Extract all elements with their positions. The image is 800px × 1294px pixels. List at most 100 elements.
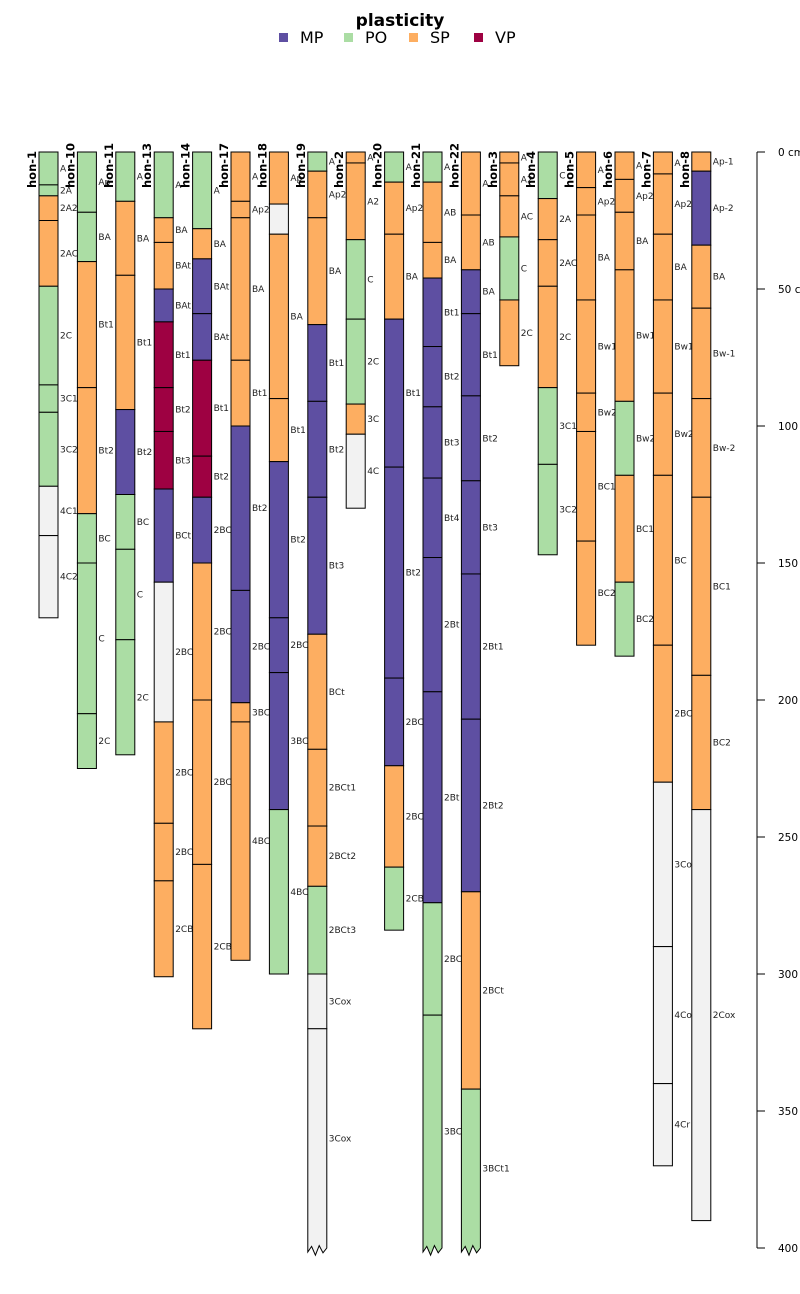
horizon-block [230,151,251,202]
horizon-block [614,269,635,402]
horizon-block [192,562,213,701]
profile-label: hon-14 [179,143,193,188]
horizon-block [307,400,328,498]
horizon-block [38,535,59,619]
horizon-block [652,474,673,646]
horizon-label: Bw1 [674,343,693,353]
horizon-block [499,299,520,367]
horizon-block [652,1083,673,1167]
horizon-block [38,285,59,386]
horizon-block [499,151,520,164]
horizon-label: Bt2 [444,373,459,383]
horizon-label: A2 [521,175,533,185]
horizon-label: Bt2 [252,504,267,514]
horizon-label: 2A [559,215,572,225]
horizon-block [460,573,481,720]
horizon-label: 2A [60,186,73,196]
horizon-label: Bt1 [214,404,229,414]
horizon-label: BA [214,240,227,250]
horizon-label: BAt [214,282,230,292]
horizon-label: BA [674,263,687,273]
horizon-block [384,677,405,767]
horizon-block [307,1028,328,1257]
horizon-block [268,233,289,400]
horizon-label: 2Bt [444,621,460,631]
horizon-label: Ap2 [406,204,424,214]
horizon-label: BC1 [598,482,616,492]
horizon-label: 4BC [290,888,308,898]
horizon-label: Bt2 [329,445,344,455]
horizon-label: Bt3 [175,456,190,466]
horizon-label: 3Cox [329,1134,352,1144]
horizon-block [192,228,213,260]
horizon-label: Bt2 [406,569,421,579]
horizon-label: A [521,153,528,163]
horizon-block [537,285,558,389]
horizon-block [614,474,635,583]
legend-item-vp: VP [474,28,516,47]
horizon-label: BA [636,237,649,247]
horizon-block [307,151,328,172]
profile-hon-5: A Ap2 BA Bw1 Bw2 BC1 BC2 hon-5 [563,151,617,646]
horizon-label: A [636,162,643,172]
horizon-label: BA [406,273,419,283]
horizon-label: A [598,166,605,176]
horizon-label: AB [482,238,494,248]
horizon-label: Bt2 [98,447,113,457]
horizon-block [230,702,251,723]
horizon-block [422,181,443,243]
horizon-block [384,765,405,868]
depth-tick-label: 400 [778,1243,798,1255]
horizon-block [230,425,251,591]
horizon-block [576,187,597,216]
horizon-block [192,258,213,315]
horizon-block [691,170,712,246]
horizon-label: BA [482,288,495,298]
horizon-label: A [329,158,336,168]
horizon-label: 2Bt1 [482,643,503,653]
horizon-label: BA [252,285,265,295]
horizon-label: Bt2 [482,434,497,444]
legend-label: PO [365,28,387,47]
horizon-label: Bt1 [406,389,421,399]
profile-hon-20: A Ap2 BA Bt1 Bt2 2BC 2BC 2CB hon-20 [371,143,424,931]
horizon-label: 2BC [175,769,193,779]
horizon-label: Bt2 [214,473,229,483]
horizon-block [115,548,136,641]
horizon-label: Ap [98,178,110,188]
legend: plasticity MP PO SP VP [279,11,516,47]
horizon-label: BC2 [713,738,731,748]
horizon-label: Ap [290,174,302,184]
horizon-block [115,409,136,495]
horizon-block [384,466,405,679]
horizon-label: Bt1 [329,359,344,369]
horizon-block [537,463,558,556]
horizon-block [422,406,443,479]
horizon-block [153,288,174,323]
horizon-block [192,863,213,1030]
horizon-block [422,151,443,183]
horizon-block [652,946,673,1085]
horizon-block [268,672,289,811]
horizon-label: 2C [137,693,149,703]
horizon-label: BAt [175,262,191,272]
horizon-label: 3BC [252,708,270,718]
profile-label: hon-13 [140,143,154,188]
horizon-label: 3BCt1 [482,1165,509,1175]
horizon-block [460,480,481,575]
horizon-label: Bt1 [175,351,190,361]
horizon-label: 2BC [406,812,424,822]
horizon-label: BC1 [636,525,654,535]
horizon-label: C [559,171,565,181]
horizon-label: BC2 [598,589,616,599]
horizon-label: 2BC [175,848,193,858]
horizon-label: Ap-1 [713,158,734,168]
horizon-label: 2C [521,329,533,339]
horizon-block [614,581,635,657]
horizon-block [422,346,443,408]
horizon-block [192,359,213,457]
horizon-block [192,496,213,564]
horizon-block [614,400,635,476]
horizon-block [153,488,174,583]
